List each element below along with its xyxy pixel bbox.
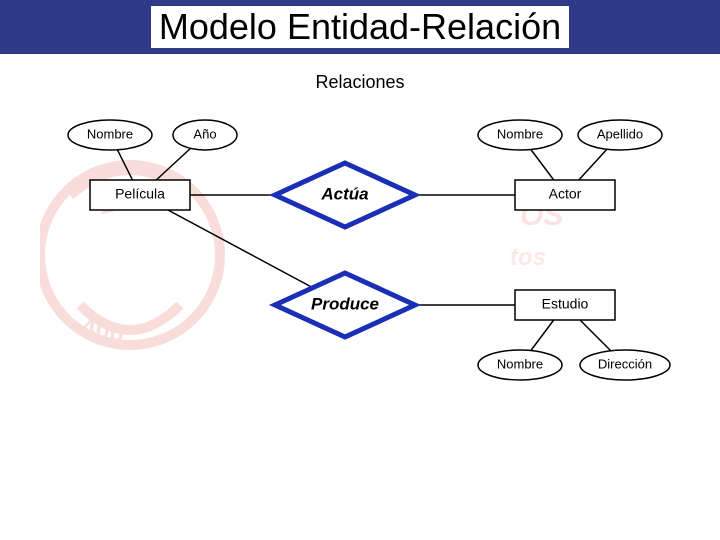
relationship-label-produce: Produce bbox=[311, 294, 379, 313]
attribute-label-pel_ano: Año bbox=[193, 126, 216, 141]
attribute-label-act_apell: Apellido bbox=[597, 126, 643, 141]
attribute-label-act_nombre: Nombre bbox=[497, 126, 543, 141]
relationship-label-actua: Actúa bbox=[320, 184, 368, 203]
title-bar: Modelo Entidad-Relación bbox=[0, 0, 720, 54]
attribute-label-est_dir: Dirección bbox=[598, 356, 652, 371]
edges-group bbox=[110, 135, 625, 365]
entity-label-estudio: Estudio bbox=[542, 296, 589, 312]
attribute-label-est_nombre: Nombre bbox=[497, 356, 543, 371]
subtitle: Relaciones bbox=[0, 72, 720, 93]
er-diagram: 15 400 OS tos ActúaProducePelículaActorE… bbox=[40, 105, 680, 445]
attribute-label-pel_nombre: Nombre bbox=[87, 126, 133, 141]
page-title: Modelo Entidad-Relación bbox=[151, 6, 569, 48]
entity-label-pelicula: Película bbox=[115, 186, 165, 202]
entity-label-actor: Actor bbox=[549, 186, 582, 202]
er-diagram-svg: Actúa Produce Película Actor Estudio Nombre Añ… bbox=[40, 105, 680, 445]
